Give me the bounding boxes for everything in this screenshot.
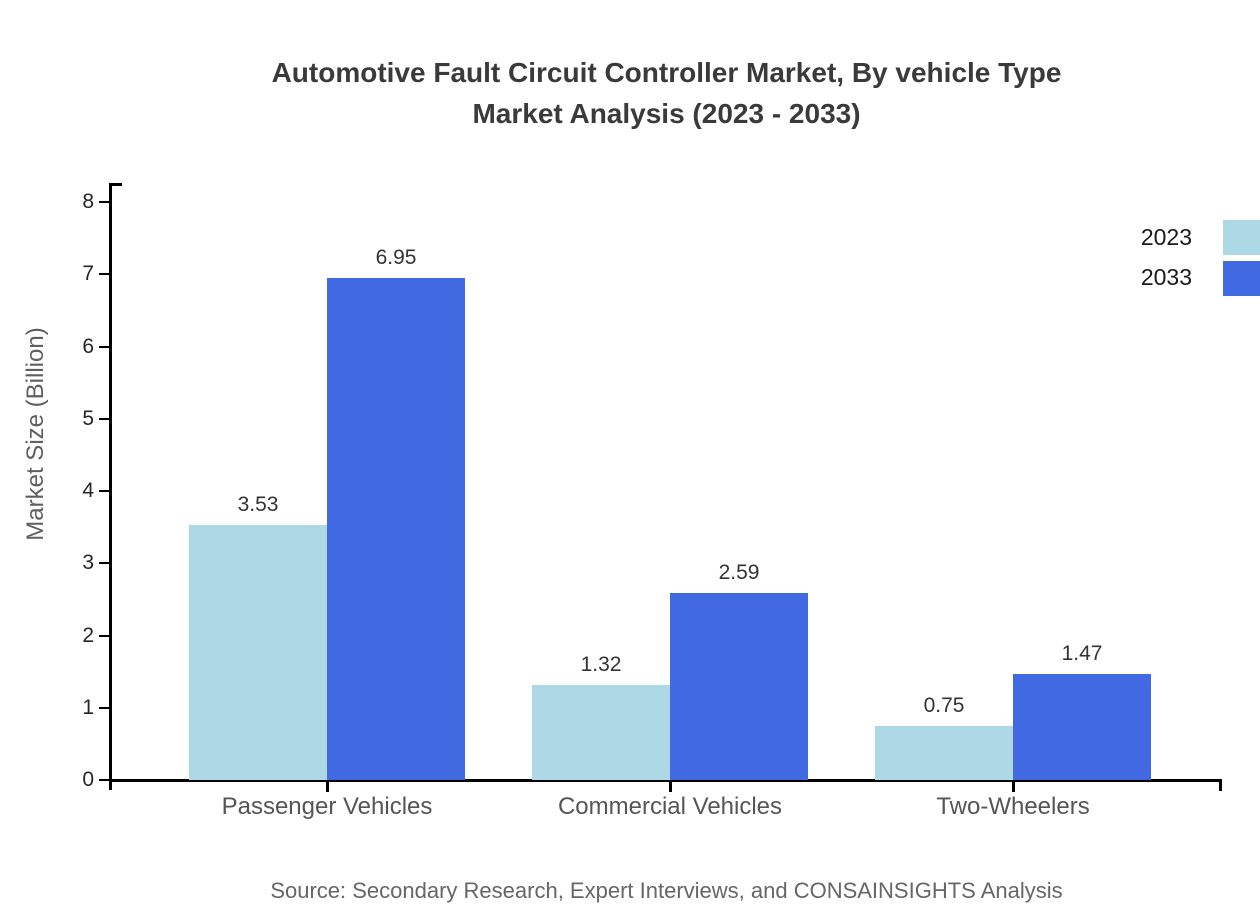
- y-tick-mark: [99, 562, 109, 564]
- bar-value-label: 1.47: [1061, 642, 1103, 665]
- legend-label-2023: 2023: [1140, 224, 1192, 250]
- chart-title: Automotive Fault Circuit Controller Mark…: [271, 57, 1062, 88]
- y-tick-label: 2: [82, 624, 94, 647]
- bar-value-label: 1.32: [580, 653, 622, 676]
- y-tick-mark: [99, 490, 109, 492]
- bar-2023-1: [189, 525, 327, 780]
- y-tick-label: 6: [82, 335, 94, 358]
- y-axis-top-cap: [109, 183, 122, 186]
- y-tick-label: 8: [82, 190, 94, 213]
- bar-2033-3: [1013, 674, 1151, 780]
- legend-swatch-2023: [1223, 220, 1260, 255]
- x-tick-mark: [1012, 782, 1015, 792]
- category-label-3: Two-Wheelers: [936, 793, 1090, 820]
- y-tick-mark: [99, 635, 109, 637]
- legend-label-2033: 2033: [1140, 264, 1192, 290]
- x-axis-end-cap: [1219, 779, 1222, 791]
- y-tick-mark: [99, 346, 109, 348]
- legend-swatch-2033: [1223, 261, 1260, 296]
- y-tick-label: 4: [82, 479, 94, 502]
- bar-2023-2: [532, 685, 670, 780]
- y-tick-label: 7: [82, 262, 94, 285]
- category-label-1: Passenger Vehicles: [221, 793, 433, 820]
- y-tick-mark: [99, 707, 109, 709]
- y-tick-mark: [99, 273, 109, 275]
- bar-2033-2: [670, 593, 808, 780]
- y-tick-label: 1: [82, 696, 94, 719]
- bar-value-label: 6.95: [375, 246, 417, 269]
- x-tick-mark: [669, 782, 672, 792]
- source-note: Source: Secondary Research, Expert Inter…: [270, 878, 1063, 903]
- y-tick-mark: [99, 418, 109, 420]
- bar-value-label: 3.53: [237, 493, 279, 516]
- bar-value-label: 0.75: [923, 694, 965, 717]
- y-tick-mark: [99, 779, 109, 781]
- y-tick-label: 0: [82, 768, 94, 791]
- y-tick-mark: [99, 201, 109, 203]
- y-axis-line: [109, 183, 112, 790]
- x-axis-line: [109, 779, 1222, 782]
- category-label-2: Commercial Vehicles: [557, 793, 783, 820]
- chart-title-block: Automotive Fault Circuit Controller Mark…: [110, 52, 1223, 134]
- chart-subtitle: Market Analysis (2023 - 2033): [472, 98, 861, 129]
- bar-2023-3: [875, 726, 1013, 780]
- x-tick-mark: [326, 782, 329, 792]
- bar-value-label: 2.59: [718, 561, 760, 584]
- bar-2033-1: [327, 278, 465, 780]
- y-tick-label: 3: [82, 551, 94, 574]
- y-tick-label: 5: [82, 407, 94, 430]
